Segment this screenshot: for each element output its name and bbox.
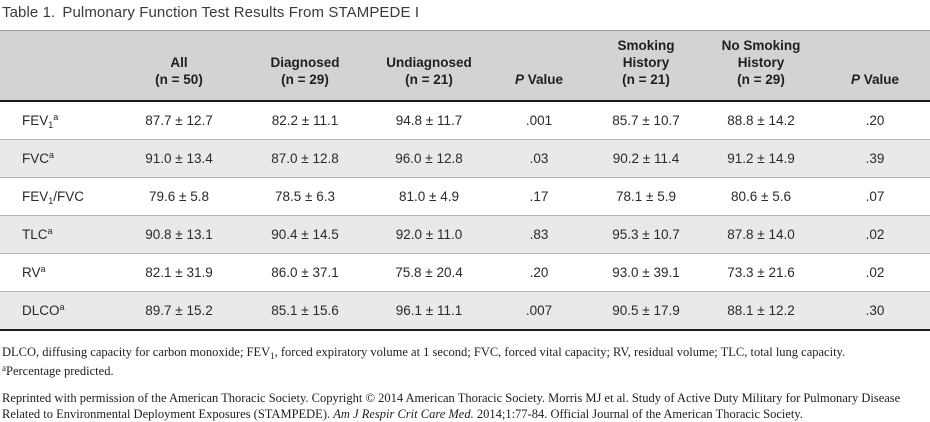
cell-dlco-diagnosed: 85.1 ± 15.6 — [240, 291, 370, 331]
cell-rv-undiagnosed: 75.8 ± 20.4 — [370, 253, 488, 292]
cell-fev1fvc-undiagnosed: 81.0 ± 4.9 — [370, 177, 488, 216]
row-label-fev1: FEV1a — [22, 112, 59, 130]
cell-tlc-pvalue1: .83 — [488, 215, 590, 254]
row-label-rv: RVa — [0, 253, 118, 292]
cell-dlco-no-smoking: 88.1 ± 12.2 — [702, 291, 820, 331]
cell-fev1-smoking: 85.7 ± 10.7 — [612, 113, 680, 128]
cell-tlc-pvalue2: .02 — [820, 215, 930, 254]
cell-tlc-all: 90.8 ± 13.1 — [118, 215, 240, 254]
cell-fvc-smoking: 90.2 ± 11.4 — [590, 139, 702, 178]
cell-rv-all: 82.1 ± 31.9 — [118, 253, 240, 292]
cell-dlco-all: 89.7 ± 15.2 — [118, 291, 240, 331]
cell-rv-diagnosed: 86.0 ± 37.1 — [240, 253, 370, 292]
cell-dlco-pvalue2: .30 — [820, 291, 930, 331]
cell-fev1-all: 87.7 ± 12.7 — [145, 113, 213, 128]
table-title: Table 1. Pulmonary Function Test Results … — [0, 0, 930, 21]
row-label-dlco: DLCOa — [0, 291, 118, 331]
cell-fev1-no-smoking: 88.8 ± 14.2 — [727, 113, 795, 128]
cell-fvc-no-smoking: 91.2 ± 14.9 — [702, 139, 820, 178]
cell-rv-no-smoking: 73.3 ± 21.6 — [702, 253, 820, 292]
table-row-tlc: TLCa 90.8 ± 13.1 90.4 ± 14.5 92.0 ± 11.0… — [0, 215, 930, 254]
cell-dlco-undiagnosed: 96.1 ± 11.1 — [370, 291, 488, 331]
row-label-fvc: FVCa — [0, 139, 118, 178]
table-row-fvc: FVCa 91.0 ± 13.4 87.0 ± 12.8 96.0 ± 12.8… — [0, 139, 930, 178]
table-row-fev1: FEV1a 87.7 ± 12.7 82.2 ± 11.1 94.8 ± 11.… — [0, 101, 930, 140]
header-row: All (n = 50) Diagnosed (n = 29) Undiagnose… — [0, 30, 930, 102]
cell-dlco-smoking: 90.5 ± 17.9 — [590, 291, 702, 331]
cell-fvc-diagnosed: 87.0 ± 12.8 — [240, 139, 370, 178]
cell-tlc-no-smoking: 87.8 ± 14.0 — [702, 215, 820, 254]
header-parameter — [0, 30, 118, 102]
header-all: All (n = 50) — [118, 30, 240, 102]
cell-fev1fvc-no-smoking: 80.6 ± 5.6 — [702, 177, 820, 216]
header-smoking-history: Smoking History (n = 21) — [590, 30, 702, 102]
cell-rv-pvalue2: .02 — [820, 253, 930, 292]
header-undiagnosed: Undiagnosed (n = 21) — [370, 30, 488, 102]
table-row-dlco: DLCOa 89.7 ± 15.2 85.1 ± 15.6 96.1 ± 11.… — [0, 291, 930, 331]
cell-fev1-pvalue1: .001 — [525, 113, 553, 128]
cell-fev1fvc-diagnosed: 78.5 ± 6.3 — [240, 177, 370, 216]
header-p-value-2: P Value — [820, 30, 930, 102]
cell-tlc-smoking: 95.3 ± 10.7 — [590, 215, 702, 254]
row-label-fev1-fvc: FEV1/FVC — [0, 177, 118, 216]
footnotes: DLCO, diffusing capacity for carbon mono… — [0, 331, 930, 422]
header-diagnosed: Diagnosed (n = 29) — [240, 30, 370, 102]
table-number: Table 1. — [2, 4, 56, 21]
cell-fev1fvc-pvalue2: .07 — [820, 177, 930, 216]
cell-dlco-pvalue1: .007 — [488, 291, 590, 331]
cell-fev1fvc-pvalue1: .17 — [488, 177, 590, 216]
cell-fvc-all: 91.0 ± 13.4 — [118, 139, 240, 178]
cell-tlc-diagnosed: 90.4 ± 14.5 — [240, 215, 370, 254]
header-no-smoking-history: No Smoking History (n = 29) — [702, 30, 820, 102]
cell-tlc-undiagnosed: 92.0 ± 11.0 — [370, 215, 488, 254]
table-row-fev1-fvc: FEV1/FVC 79.6 ± 5.8 78.5 ± 6.3 81.0 ± 4.… — [0, 177, 930, 216]
cell-fev1fvc-all: 79.6 ± 5.8 — [118, 177, 240, 216]
footnote-abbreviations: DLCO, diffusing capacity for carbon mono… — [2, 345, 846, 361]
cell-rv-pvalue1: .20 — [488, 253, 590, 292]
footnote-percentage-predicted: aPercentage predicted. — [2, 363, 114, 379]
cell-fev1-undiagnosed: 94.8 ± 11.7 — [395, 113, 463, 128]
footnote-reprint-permission: Reprinted with permission of the America… — [2, 391, 901, 421]
table-row-rv: RVa 82.1 ± 31.9 86.0 ± 37.1 75.8 ± 20.4 … — [0, 253, 930, 292]
row-label-tlc: TLCa — [0, 215, 118, 254]
cell-fev1fvc-smoking: 78.1 ± 5.9 — [590, 177, 702, 216]
cell-rv-smoking: 93.0 ± 39.1 — [590, 253, 702, 292]
cell-fvc-pvalue1: .03 — [488, 139, 590, 178]
cell-fev1-diagnosed: 82.2 ± 11.1 — [271, 113, 339, 128]
cell-fvc-pvalue2: .39 — [820, 139, 930, 178]
header-p-value-1: P Value — [488, 30, 590, 102]
cell-fvc-undiagnosed: 96.0 ± 12.8 — [370, 139, 488, 178]
table-title-text: Pulmonary Function Test Results From STA… — [62, 4, 420, 21]
pft-results-table: All (n = 50) Diagnosed (n = 29) Undiagnose… — [0, 30, 930, 331]
cell-fev1-pvalue2: .20 — [865, 113, 885, 128]
